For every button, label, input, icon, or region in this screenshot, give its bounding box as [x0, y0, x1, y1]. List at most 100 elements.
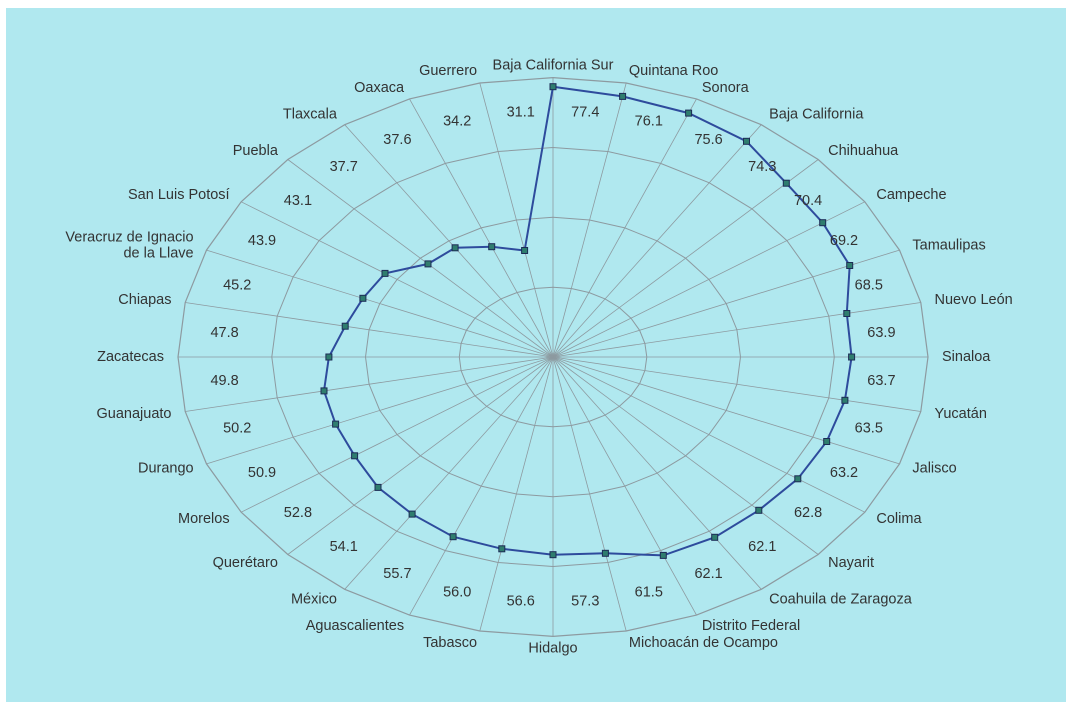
grid-spoke [552, 356, 865, 513]
category-label-guanajuato: Guanajuato [97, 406, 172, 422]
radar-series [320, 83, 856, 559]
category-label-queretaro: Querétaro [213, 555, 278, 571]
grid-spoke [185, 356, 554, 412]
value-label: 56.6 [507, 594, 535, 610]
value-label: 50.9 [248, 465, 276, 481]
data-point-distrito-federal [659, 551, 667, 559]
grid-spoke [479, 356, 554, 632]
grid-spoke [552, 82, 627, 358]
category-label-distrito-federal: Distrito Federal [702, 618, 800, 634]
data-point-mexico [408, 510, 416, 518]
data-point-nayarit [755, 506, 763, 514]
category-label-hidalgo: Hidalgo [528, 640, 577, 656]
category-label-tlaxcala: Tlaxcala [283, 107, 338, 123]
grid-spoke [552, 159, 819, 358]
category-label-nuevo-leon: Nuevo León [935, 292, 1013, 308]
value-label: 43.9 [248, 233, 276, 249]
category-label-tamaulipas: Tamaulipas [912, 238, 985, 254]
category-label-yucatan: Yucatán [935, 406, 987, 422]
value-label: 50.2 [223, 420, 251, 436]
value-label: 47.8 [210, 325, 238, 341]
data-point-jalisco [823, 438, 831, 445]
category-label-aguascalientes: Aguascalientes [306, 618, 404, 634]
data-point-colima [794, 475, 802, 483]
category-label-nayarit: Nayarit [828, 555, 874, 571]
data-point-tlaxcala [451, 244, 459, 252]
data-point-sonora [685, 109, 693, 117]
data-point-tamaulipas [846, 262, 854, 269]
category-label-sinaloa: Sinaloa [942, 349, 991, 365]
grid-spoke [344, 124, 554, 358]
data-point-guerrero [521, 247, 529, 254]
data-point-coahuila-de-zaragoza [711, 533, 719, 541]
data-point-baja-california-sur [549, 83, 557, 91]
value-label: 54.1 [330, 539, 358, 555]
grid-spoke [409, 356, 554, 616]
data-point-guanajuato [320, 387, 328, 395]
category-label-jalisco: Jalisco [912, 461, 956, 477]
value-label: 45.2 [223, 278, 251, 294]
radar-grid [177, 76, 929, 638]
data-point-michoacan-de-ocampo [601, 549, 609, 557]
radar-labels: 77.4 76.1 75.6 74.3 70.4 69.2 68.5 63.9 63.7 63.5… [65, 58, 1012, 657]
value-label: 56.0 [443, 584, 471, 600]
grid-spoke [552, 356, 762, 590]
value-label: 62.1 [748, 539, 776, 555]
category-label-baja-california-sur: Baja California Sur [493, 58, 614, 74]
data-point-queretaro [374, 483, 382, 491]
value-label: 31.1 [507, 104, 535, 120]
value-label: 74.3 [748, 159, 776, 175]
grid-spoke [552, 98, 697, 358]
category-label-baja-california: Baja California [769, 107, 864, 123]
grid-spoke [241, 201, 554, 358]
category-label-coahuila-de-zaragoza: Coahuila de Zaragoza [769, 591, 913, 607]
category-label-mexico: México [291, 591, 337, 607]
category-label-zacatecas: Zacatecas [97, 349, 164, 365]
data-point-zacatecas [325, 353, 333, 361]
category-label-chihuahua: Chihuahua [828, 143, 899, 159]
value-label: 75.6 [694, 132, 722, 148]
value-label: 63.2 [830, 465, 858, 481]
category-label-campeche: Campeche [876, 187, 946, 203]
data-point-chiapas [341, 322, 349, 330]
grid-spoke [552, 356, 627, 632]
category-label-durango: Durango [138, 461, 194, 477]
value-label: 43.1 [284, 193, 312, 209]
data-point-oaxaca [488, 243, 496, 251]
data-point-hidalgo [549, 551, 557, 559]
grid-spoke [206, 249, 554, 358]
grid-spoke [552, 356, 921, 412]
value-label: 69.2 [830, 233, 858, 249]
grid-spoke [552, 201, 865, 358]
grid-spoke [287, 159, 554, 358]
series-line [322, 85, 853, 557]
data-point-baja-california [743, 137, 750, 145]
data-point-campeche [819, 219, 827, 227]
data-point-nuevo-leon [843, 310, 851, 317]
grid-spoke [552, 249, 900, 358]
category-label-quintana-roo: Quintana Roo [629, 63, 718, 79]
data-point-tabasco [498, 545, 506, 553]
data-point-chihuahua [782, 179, 790, 187]
value-label: 63.5 [855, 420, 883, 436]
value-label: 76.1 [635, 114, 663, 130]
value-label: 77.4 [571, 104, 599, 120]
data-point-veracruz-de-ignacio-de-la-llave [359, 294, 367, 302]
category-label-michoacan-de-ocampo: Michoacán de Ocampo [629, 635, 778, 651]
value-label: 63.7 [867, 373, 895, 389]
data-point-yucatan [841, 396, 849, 404]
category-label-guerrero: Guerrero [419, 63, 477, 79]
value-label: 61.5 [635, 584, 663, 600]
value-label: 49.8 [210, 373, 238, 389]
category-label-puebla: Puebla [233, 143, 279, 159]
data-point-quintana-roo [619, 92, 627, 100]
grid-spoke [287, 356, 554, 555]
data-point-aguascalientes [449, 533, 457, 541]
data-point-durango [332, 420, 340, 428]
grid-spoke [552, 356, 900, 465]
value-label: 52.8 [284, 505, 312, 521]
data-point-sinaloa [848, 353, 856, 361]
value-label: 62.8 [794, 505, 822, 521]
data-point-san-luis-potosi [381, 269, 389, 277]
category-label-oaxaca: Oaxaca [354, 80, 405, 96]
